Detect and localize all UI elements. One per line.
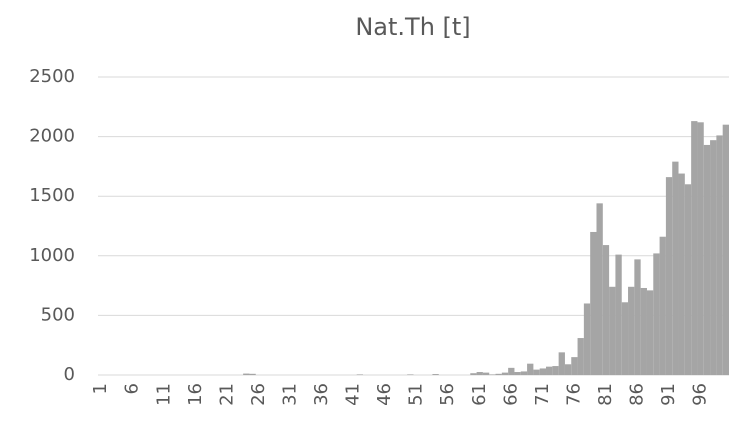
x-tick-label: 21	[216, 383, 237, 406]
bar	[243, 373, 250, 375]
x-tick-label: 66	[500, 383, 521, 406]
bar	[432, 374, 439, 375]
bar	[520, 371, 528, 375]
x-tick-label: 1	[90, 383, 111, 394]
bar	[356, 374, 364, 375]
bar	[508, 367, 515, 375]
x-tick-label: 6	[122, 383, 143, 394]
y-tick-label: 1000	[29, 245, 75, 266]
x-tick-label: 11	[153, 383, 174, 406]
x-tick-label: 56	[437, 383, 458, 406]
bar	[634, 259, 641, 375]
y-tick-label: 0	[64, 364, 75, 385]
bar	[489, 374, 496, 375]
bar	[571, 357, 578, 375]
y-tick-label: 1500	[29, 185, 75, 206]
x-tick-label: 81	[595, 383, 616, 406]
chart-title: Nat.Th [t]	[355, 13, 470, 41]
x-tick-label: 41	[343, 383, 364, 406]
x-tick-label: 36	[311, 383, 332, 406]
bar	[628, 286, 635, 375]
x-tick-label: 91	[658, 383, 679, 406]
bar	[539, 368, 547, 375]
bar	[646, 290, 654, 375]
x-tick-label: 71	[532, 383, 553, 406]
x-tick-label: 51	[406, 383, 427, 406]
bar	[482, 372, 490, 375]
bar	[249, 373, 256, 375]
y-tick-label: 2000	[29, 126, 75, 147]
bar	[495, 373, 502, 375]
bar	[697, 122, 704, 376]
bar	[476, 372, 483, 375]
x-tick-label: 16	[185, 383, 206, 406]
bar	[407, 374, 414, 375]
bar	[653, 253, 660, 375]
x-tick-label: 76	[563, 383, 584, 406]
bar	[665, 177, 673, 375]
x-tick-label: 26	[248, 383, 269, 406]
bar	[583, 303, 591, 375]
x-tick-label: 46	[374, 383, 395, 406]
bar	[577, 338, 584, 375]
bar	[678, 173, 685, 375]
bar	[527, 363, 534, 375]
bar	[546, 366, 553, 375]
bar	[640, 287, 647, 375]
bar	[501, 372, 509, 375]
bar	[722, 124, 729, 376]
bar	[596, 203, 603, 375]
bar	[602, 245, 610, 375]
bar	[672, 161, 679, 375]
bar	[684, 184, 692, 375]
bar	[609, 286, 616, 375]
x-tick-label: 31	[279, 383, 300, 406]
bar	[533, 369, 540, 375]
y-tick-label: 500	[41, 304, 75, 325]
bar	[514, 372, 521, 375]
y-tick-label: 2500	[29, 66, 75, 87]
bar	[659, 236, 666, 375]
bar	[716, 135, 723, 375]
x-tick-label: 86	[627, 383, 648, 406]
bar	[590, 231, 597, 375]
bar	[710, 140, 717, 375]
bar	[621, 302, 629, 375]
bar	[564, 364, 572, 375]
bar	[552, 366, 559, 375]
bar	[470, 373, 477, 375]
bar	[691, 121, 698, 375]
x-tick-label: 61	[469, 383, 490, 406]
bar	[703, 144, 711, 375]
x-tick-label: 96	[690, 383, 711, 406]
bar	[615, 254, 622, 375]
bar	[558, 352, 565, 375]
